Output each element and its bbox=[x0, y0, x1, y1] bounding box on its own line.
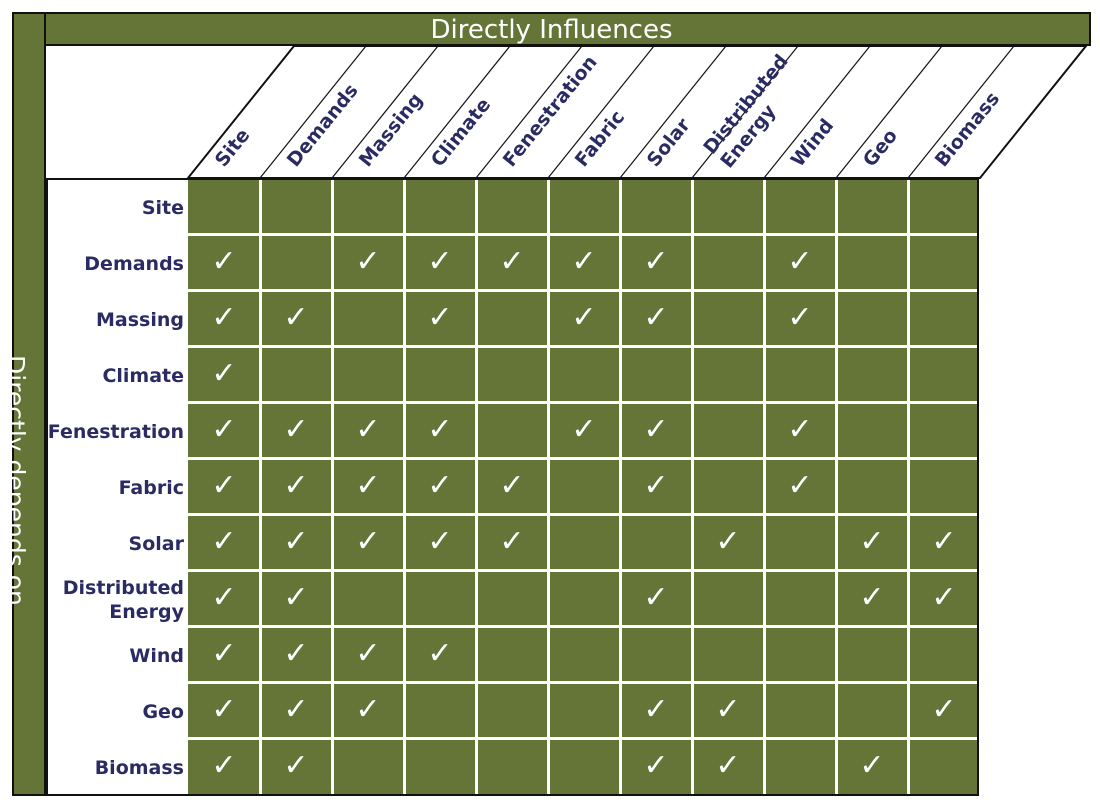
row-divider bbox=[46, 401, 979, 404]
check-mark-icon: ✓ bbox=[639, 749, 673, 783]
check-mark-icon: ✓ bbox=[351, 525, 385, 559]
check-mark-icon: ✓ bbox=[207, 301, 241, 335]
row-divider bbox=[46, 625, 979, 628]
check-mark-icon: ✓ bbox=[279, 469, 313, 503]
row-label-biomass: Biomass bbox=[95, 756, 184, 780]
row-label-solar: Solar bbox=[129, 532, 184, 556]
check-mark-icon: ✓ bbox=[207, 245, 241, 279]
check-mark-icon: ✓ bbox=[207, 413, 241, 447]
col-divider bbox=[331, 178, 334, 794]
check-mark-icon: ✓ bbox=[783, 245, 817, 279]
col-divider bbox=[259, 178, 262, 794]
col-divider bbox=[547, 178, 550, 794]
check-mark-icon: ✓ bbox=[567, 413, 601, 447]
check-mark-icon: ✓ bbox=[639, 581, 673, 615]
check-mark-icon: ✓ bbox=[279, 749, 313, 783]
check-mark-icon: ✓ bbox=[207, 693, 241, 727]
row-divider bbox=[46, 569, 979, 572]
row-divider bbox=[46, 345, 979, 348]
check-mark-icon: ✓ bbox=[279, 693, 313, 727]
check-mark-icon: ✓ bbox=[351, 469, 385, 503]
check-mark-icon: ✓ bbox=[279, 581, 313, 615]
check-mark-icon: ✓ bbox=[639, 301, 673, 335]
row-label-fenestration: Fenestration bbox=[48, 420, 184, 444]
row-label-geo: Geo bbox=[142, 700, 184, 724]
check-mark-icon: ✓ bbox=[495, 469, 529, 503]
check-mark-icon: ✓ bbox=[207, 749, 241, 783]
check-mark-icon: ✓ bbox=[495, 245, 529, 279]
check-mark-icon: ✓ bbox=[351, 637, 385, 671]
check-mark-icon: ✓ bbox=[351, 245, 385, 279]
col-divider bbox=[475, 178, 478, 794]
row-label-massing: Massing bbox=[96, 308, 184, 332]
check-mark-icon: ✓ bbox=[423, 525, 457, 559]
col-divider bbox=[763, 178, 766, 794]
check-mark-icon: ✓ bbox=[639, 469, 673, 503]
check-mark-icon: ✓ bbox=[207, 637, 241, 671]
col-divider bbox=[403, 178, 406, 794]
check-mark-icon: ✓ bbox=[207, 525, 241, 559]
check-mark-icon: ✓ bbox=[207, 469, 241, 503]
check-mark-icon: ✓ bbox=[711, 693, 745, 727]
check-mark-icon: ✓ bbox=[711, 749, 745, 783]
check-mark-icon: ✓ bbox=[711, 525, 745, 559]
directly-depends-on-title: Directly depends on bbox=[1, 355, 30, 606]
check-mark-icon: ✓ bbox=[423, 245, 457, 279]
check-mark-icon: ✓ bbox=[927, 581, 961, 615]
check-mark-icon: ✓ bbox=[639, 413, 673, 447]
check-mark-icon: ✓ bbox=[855, 581, 889, 615]
check-mark-icon: ✓ bbox=[351, 693, 385, 727]
row-label-distributed-energy: Distributed Energy bbox=[63, 576, 184, 624]
check-mark-icon: ✓ bbox=[423, 413, 457, 447]
check-mark-icon: ✓ bbox=[639, 245, 673, 279]
check-mark-icon: ✓ bbox=[855, 525, 889, 559]
row-divider bbox=[46, 289, 979, 292]
row-label-demands: Demands bbox=[84, 252, 184, 276]
check-mark-icon: ✓ bbox=[927, 693, 961, 727]
row-label-site: Site bbox=[142, 196, 184, 220]
check-mark-icon: ✓ bbox=[423, 637, 457, 671]
check-mark-icon: ✓ bbox=[495, 525, 529, 559]
check-mark-icon: ✓ bbox=[279, 637, 313, 671]
check-mark-icon: ✓ bbox=[855, 749, 889, 783]
check-mark-icon: ✓ bbox=[783, 301, 817, 335]
col-divider bbox=[907, 178, 910, 794]
check-mark-icon: ✓ bbox=[783, 469, 817, 503]
row-divider bbox=[46, 233, 979, 236]
row-label-climate: Climate bbox=[102, 364, 184, 388]
row-label-wind: Wind bbox=[129, 644, 184, 668]
row-divider bbox=[46, 681, 979, 684]
check-mark-icon: ✓ bbox=[423, 301, 457, 335]
col-divider bbox=[835, 178, 838, 794]
check-mark-icon: ✓ bbox=[567, 245, 601, 279]
check-mark-icon: ✓ bbox=[279, 413, 313, 447]
check-mark-icon: ✓ bbox=[567, 301, 601, 335]
row-divider bbox=[46, 457, 979, 460]
check-mark-icon: ✓ bbox=[279, 525, 313, 559]
check-mark-icon: ✓ bbox=[207, 357, 241, 391]
check-mark-icon: ✓ bbox=[927, 525, 961, 559]
check-mark-icon: ✓ bbox=[423, 469, 457, 503]
col-divider bbox=[619, 178, 622, 794]
row-labels: Site Demands Massing Climate Fenestration Fab… bbox=[46, 178, 188, 794]
check-mark-icon: ✓ bbox=[783, 413, 817, 447]
check-mark-icon: ✓ bbox=[351, 413, 385, 447]
row-divider bbox=[46, 737, 979, 740]
col-divider bbox=[691, 178, 694, 794]
row-divider bbox=[46, 513, 979, 516]
row-label-fabric: Fabric bbox=[119, 476, 184, 500]
check-mark-icon: ✓ bbox=[639, 693, 673, 727]
check-mark-icon: ✓ bbox=[207, 581, 241, 615]
check-mark-icon: ✓ bbox=[279, 301, 313, 335]
